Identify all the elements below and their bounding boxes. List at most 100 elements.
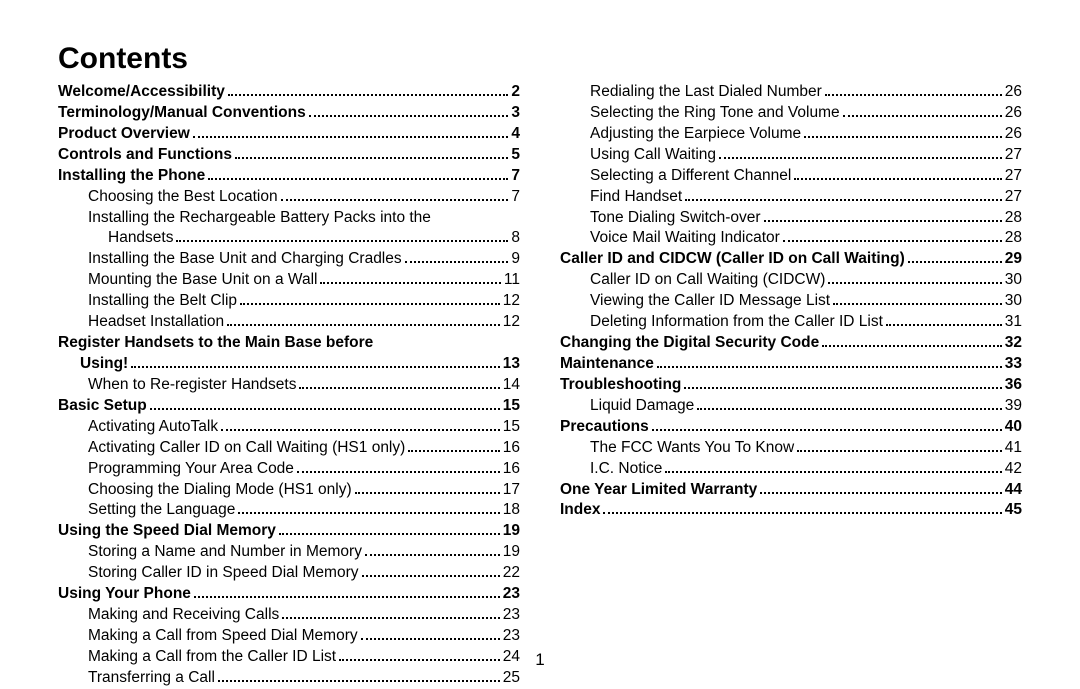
toc-entry-leader (150, 408, 500, 410)
toc-entry-page: 9 (511, 249, 520, 270)
toc-entry-label: Transferring a Call (88, 668, 215, 689)
toc-entry: Programming Your Area Code16 (58, 459, 520, 480)
toc-entry-leader (405, 261, 509, 263)
toc-entry: Voice Mail Waiting Indicator28 (560, 228, 1022, 249)
toc-entry-leader (804, 136, 1002, 138)
page-number: 1 (0, 650, 1080, 670)
toc-entry-leader (320, 282, 500, 284)
toc-entry-label: Welcome/Accessibility (58, 82, 225, 103)
toc-entry-page: 31 (1005, 312, 1022, 333)
toc-entry-leader (843, 115, 1002, 117)
toc-entry-page: 18 (503, 500, 520, 521)
toc-entry: Terminology/Manual Conventions3 (58, 103, 520, 124)
toc-entry: Using Call Waiting27 (560, 145, 1022, 166)
toc-entry-label: Installing the Base Unit and Charging Cr… (88, 249, 402, 270)
toc-entry-label: Index (560, 500, 600, 521)
toc-entry: Viewing the Caller ID Message List30 (560, 291, 1022, 312)
toc-entry-leader (355, 492, 500, 494)
toc-entry-leader (657, 366, 1002, 368)
toc-entry-page: 45 (1005, 500, 1022, 521)
toc-entry-label: Terminology/Manual Conventions (58, 103, 306, 124)
toc-entry-label: Adjusting the Earpiece Volume (590, 124, 801, 145)
toc-entry: Selecting the Ring Tone and Volume26 (560, 103, 1022, 124)
toc-entry-continuation: Installing the Rechargeable Battery Pack… (58, 208, 520, 229)
toc-entry-page: 27 (1005, 145, 1022, 166)
toc-entry-label: Changing the Digital Security Code (560, 333, 819, 354)
toc-entry-leader (833, 303, 1002, 305)
toc-entry-leader (235, 157, 508, 159)
toc-entry-page: 28 (1005, 208, 1022, 229)
toc-entry-leader (131, 366, 500, 368)
toc-entry: Setting the Language18 (58, 500, 520, 521)
toc-entry-page: 4 (511, 124, 520, 145)
toc-entry-label: Using Your Phone (58, 584, 191, 605)
toc-entry-label: Storing Caller ID in Speed Dial Memory (88, 563, 359, 584)
toc-entry-label: Storing a Name and Number in Memory (88, 542, 362, 563)
toc-entry-label: Tone Dialing Switch-over (590, 208, 761, 229)
toc-entry-page: 42 (1005, 459, 1022, 480)
toc-entry-label: Using! (80, 354, 128, 375)
toc-entry-page: 14 (503, 375, 520, 396)
toc-entry-leader (228, 94, 509, 96)
toc-entry-leader (218, 680, 500, 682)
toc-entry: Mounting the Base Unit on a Wall11 (58, 270, 520, 291)
toc-entry-page: 39 (1005, 396, 1022, 417)
toc-entry-label: I.C. Notice (590, 459, 662, 480)
toc-entry-page: 23 (503, 626, 520, 647)
toc-columns: Welcome/Accessibility2Terminology/Manual… (58, 82, 1022, 689)
toc-entry-label: Caller ID and CIDCW (Caller ID on Call W… (560, 249, 905, 270)
toc-entry-page: 26 (1005, 103, 1022, 124)
toc-entry-label: Installing the Phone (58, 166, 205, 187)
toc-entry-page: 13 (503, 354, 520, 375)
toc-entry-leader (797, 450, 1002, 452)
toc-entry-leader (208, 178, 508, 180)
toc-entry-page: 23 (503, 584, 520, 605)
toc-entry: Making and Receiving Calls23 (58, 605, 520, 626)
toc-entry-page: 19 (503, 521, 520, 542)
toc-entry-page: 32 (1005, 333, 1022, 354)
toc-entry-page: 12 (503, 291, 520, 312)
toc-entry-label: When to Re-register Handsets (88, 375, 296, 396)
toc-entry-page: 19 (503, 542, 520, 563)
toc-entry: Liquid Damage39 (560, 396, 1022, 417)
toc-entry: Installing the Phone7 (58, 166, 520, 187)
toc-entry-label: Choosing the Best Location (88, 187, 278, 208)
toc-entry-label: Redialing the Last Dialed Number (590, 82, 822, 103)
toc-entry-leader (362, 575, 500, 577)
toc-entry-page: 33 (1005, 354, 1022, 375)
toc-entry-leader (227, 324, 500, 326)
toc-entry: One Year Limited Warranty44 (560, 480, 1022, 501)
toc-entry-label: Choosing the Dialing Mode (HS1 only) (88, 480, 352, 501)
toc-entry-label: Maintenance (560, 354, 654, 375)
toc-entry: Basic Setup15 (58, 396, 520, 417)
toc-entry: Using Your Phone 23 (58, 584, 520, 605)
toc-entry-leader (221, 429, 500, 431)
toc-entry: When to Re-register Handsets 14 (58, 375, 520, 396)
toc-entry-leader (365, 554, 500, 556)
toc-entry-label: Precautions (560, 417, 649, 438)
toc-entry-page: 16 (503, 459, 520, 480)
toc-entry: Precautions40 (560, 417, 1022, 438)
toc-entry-label: Installing the Belt Clip (88, 291, 237, 312)
toc-entry: Changing the Digital Security Code 32 (560, 333, 1022, 354)
toc-entry-page: 7 (511, 187, 520, 208)
toc-entry-page: 8 (511, 228, 520, 249)
toc-entry: Caller ID and CIDCW (Caller ID on Call W… (560, 249, 1022, 270)
toc-entry-leader (822, 345, 1002, 347)
toc-entry-leader (783, 240, 1002, 242)
toc-entry-leader (794, 178, 1001, 180)
toc-entry-label: The FCC Wants You To Know (590, 438, 794, 459)
toc-entry-leader (408, 450, 499, 452)
toc-entry: Maintenance 33 (560, 354, 1022, 375)
toc-entry-leader (908, 261, 1002, 263)
toc-entry-continuation: Register Handsets to the Main Base befor… (58, 333, 520, 354)
toc-entry: Handsets8 (58, 228, 520, 249)
toc-entry-leader (652, 429, 1002, 431)
toc-entry: Welcome/Accessibility2 (58, 82, 520, 103)
toc-entry: Tone Dialing Switch-over 28 (560, 208, 1022, 229)
toc-entry-label: Troubleshooting (560, 375, 681, 396)
toc-entry-page: 23 (503, 605, 520, 626)
toc-entry: Storing a Name and Number in Memory 19 (58, 542, 520, 563)
toc-entry-label: Deleting Information from the Caller ID … (590, 312, 883, 333)
toc-entry: Choosing the Best Location 7 (58, 187, 520, 208)
